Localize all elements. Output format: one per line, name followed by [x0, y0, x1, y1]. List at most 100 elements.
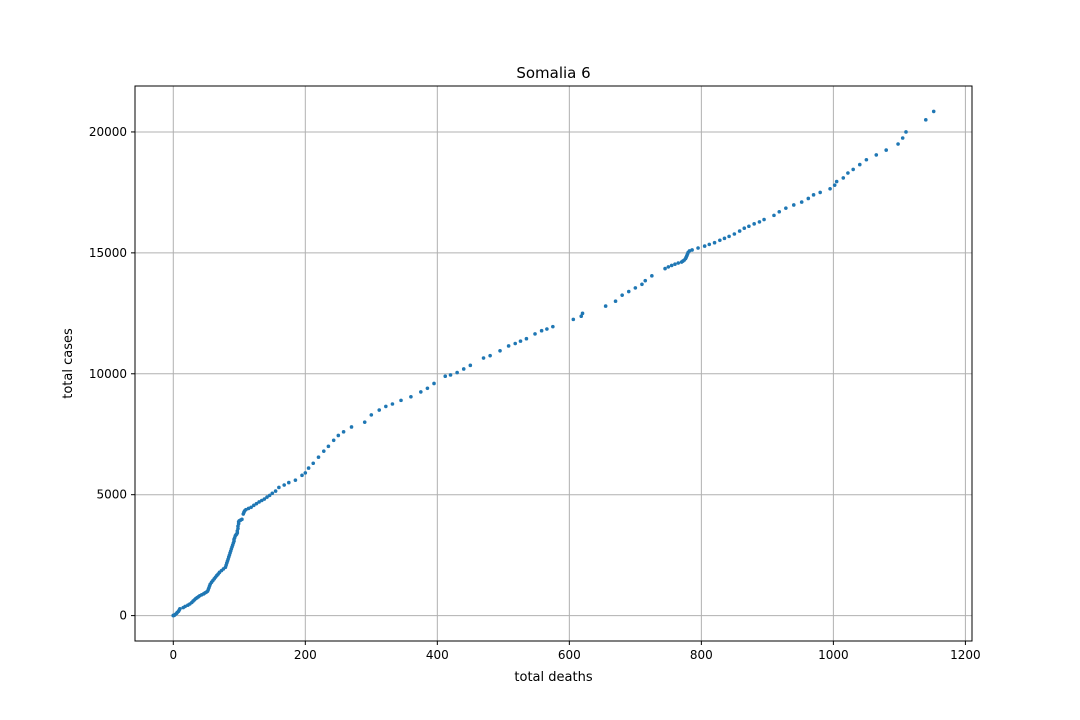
data-point	[707, 242, 712, 247]
data-point	[369, 413, 374, 417]
data-point	[341, 430, 346, 434]
data-point	[772, 213, 776, 218]
y-tick-label: 15000	[89, 246, 127, 260]
data-point	[900, 136, 905, 140]
x-tick-label: 800	[690, 648, 713, 662]
data-point	[331, 438, 336, 443]
data-point	[432, 381, 436, 386]
data-point	[277, 485, 281, 490]
data-point	[336, 433, 341, 438]
data-point	[425, 386, 430, 391]
data-point	[613, 299, 618, 304]
data-point	[303, 471, 308, 475]
data-point	[448, 373, 453, 377]
data-point	[311, 461, 316, 466]
data-point	[737, 229, 742, 233]
data-point	[506, 344, 511, 348]
data-point	[832, 183, 837, 187]
data-point	[571, 317, 576, 322]
data-point	[666, 265, 671, 269]
data-point	[851, 167, 855, 172]
data-point	[673, 262, 677, 267]
data-point	[640, 282, 644, 287]
data-point	[846, 171, 850, 175]
data-point	[747, 224, 751, 229]
data-point	[409, 394, 413, 399]
data-point	[757, 220, 762, 224]
data-point	[931, 109, 936, 114]
y-tick-label: 10000	[89, 367, 127, 381]
data-point	[626, 289, 631, 294]
data-point	[799, 200, 804, 204]
data-point	[267, 493, 272, 498]
data-point	[326, 444, 331, 449]
data-point	[676, 261, 681, 265]
data-point	[443, 374, 448, 378]
data-point	[864, 157, 869, 162]
data-point	[633, 286, 638, 290]
data-point	[468, 363, 473, 368]
x-tick-label: 400	[426, 648, 449, 662]
data-point	[481, 356, 486, 360]
data-point	[650, 274, 654, 278]
data-point	[663, 266, 667, 271]
y-tick-label: 0	[119, 609, 127, 623]
data-point	[316, 455, 321, 460]
data-point	[841, 176, 846, 180]
data-point	[377, 408, 382, 412]
data-point	[828, 186, 832, 191]
data-point	[273, 489, 278, 493]
y-tick-label: 5000	[96, 488, 127, 502]
data-point	[923, 118, 928, 122]
data-point	[732, 232, 737, 236]
data-point	[762, 217, 766, 222]
data-point	[349, 425, 354, 429]
axis-ticks: 0 200 400 600 800 1000 1200 0 5000 10000 15000 2000…	[89, 125, 981, 662]
y-axis-label: total cases	[61, 328, 76, 399]
chart-title: Somalia 6	[516, 64, 590, 82]
data-point	[419, 390, 423, 394]
data-point	[300, 473, 304, 478]
data-point	[896, 142, 900, 146]
data-point	[518, 339, 523, 343]
data-point	[834, 179, 839, 184]
data-point	[488, 353, 492, 358]
data-point	[262, 497, 267, 501]
data-point	[690, 248, 694, 252]
data-point	[669, 263, 674, 268]
data-point	[727, 234, 731, 239]
data-point	[265, 495, 269, 499]
data-point	[752, 222, 756, 226]
x-axis-label: total deaths	[514, 670, 592, 685]
data-point	[270, 491, 275, 496]
data-point	[603, 304, 608, 308]
data-point	[784, 206, 788, 210]
data-point	[384, 404, 388, 409]
grid-lines	[135, 86, 972, 641]
data-point	[455, 370, 459, 375]
x-tick-label: 1200	[950, 648, 981, 662]
data-point	[806, 196, 811, 201]
data-point	[178, 607, 182, 611]
y-tick-label: 20000	[89, 125, 127, 139]
data-point	[580, 311, 585, 316]
data-point	[306, 466, 311, 470]
data-point	[620, 293, 624, 297]
data-point	[712, 240, 717, 245]
data-point	[282, 483, 286, 487]
data-point	[904, 130, 908, 134]
data-point	[702, 244, 707, 248]
data-point	[696, 246, 700, 250]
data-point	[524, 336, 529, 341]
data-point	[399, 398, 403, 403]
data-point	[321, 449, 326, 453]
data-point	[884, 148, 888, 152]
data-point	[857, 162, 862, 167]
data-point	[722, 236, 727, 241]
data-point	[742, 226, 747, 230]
data-point	[362, 420, 367, 424]
data-point	[643, 278, 648, 283]
data-point	[539, 328, 544, 333]
data-point	[791, 203, 796, 207]
